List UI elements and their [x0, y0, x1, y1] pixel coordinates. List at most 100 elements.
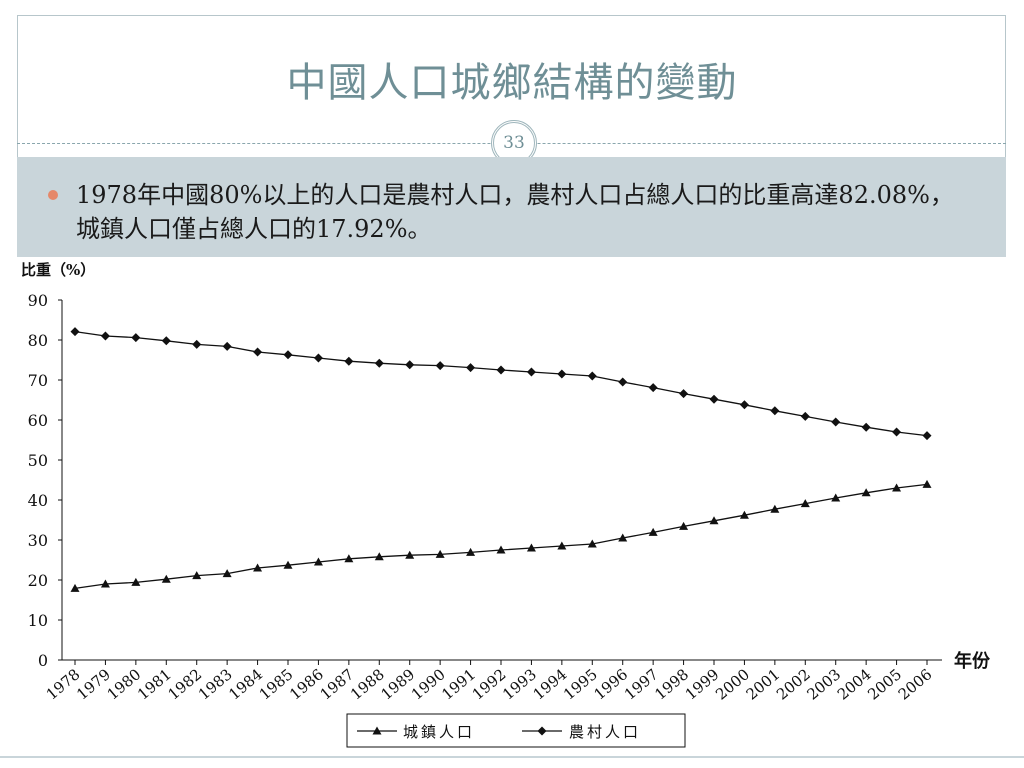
series-line-1: [74, 483, 928, 590]
data-point-triangle: [587, 539, 597, 548]
data-point-triangle: [739, 510, 749, 519]
y-tick-label: 50: [28, 451, 48, 470]
data-point-diamond: [253, 347, 263, 357]
x-tick-label: 1986: [286, 665, 327, 703]
data-point-diamond: [861, 422, 871, 432]
data-point-diamond: [800, 411, 810, 421]
data-point-triangle: [709, 516, 719, 525]
data-point-triangle: [861, 488, 871, 497]
data-point-triangle: [679, 521, 689, 530]
data-point-diamond: [618, 377, 628, 387]
x-tick-label: 1983: [195, 665, 236, 703]
data-point-diamond: [70, 327, 80, 337]
y-tick-label: 10: [28, 611, 48, 630]
data-point-diamond: [405, 360, 415, 370]
y-tick-label: 90: [28, 291, 48, 310]
data-point-diamond: [222, 341, 232, 351]
data-point-triangle: [131, 577, 141, 586]
data-point-diamond: [161, 336, 171, 346]
data-point-diamond: [131, 333, 141, 343]
data-point-diamond: [739, 400, 749, 410]
data-point-diamond: [587, 371, 597, 381]
x-tick-label: 1984: [225, 665, 266, 703]
data-point-triangle: [253, 563, 263, 572]
data-point-triangle: [344, 554, 354, 563]
y-tick-label: 20: [28, 571, 48, 590]
data-point-diamond: [679, 389, 689, 399]
data-point-triangle: [374, 552, 384, 561]
data-point-triangle: [648, 527, 658, 536]
bullet-band: [17, 157, 1006, 257]
y-tick-label: 30: [28, 531, 48, 550]
data-point-diamond: [100, 331, 110, 341]
data-point-triangle: [557, 541, 567, 550]
data-point-diamond: [831, 417, 841, 427]
y-tick-label: 0: [38, 651, 48, 670]
legend-label: 農村人口: [569, 723, 641, 741]
legend-marker-triangle: [372, 726, 382, 735]
data-point-diamond: [709, 394, 719, 404]
data-point-diamond: [192, 339, 202, 349]
x-tick-label: 1980: [104, 665, 145, 703]
data-point-triangle: [892, 483, 902, 492]
data-point-triangle: [192, 571, 202, 580]
x-tick-label: 2000: [712, 665, 753, 703]
data-point-triangle: [313, 557, 323, 566]
data-point-triangle: [922, 479, 932, 488]
y-tick-label: 60: [28, 411, 48, 430]
x-tick-label: 2002: [773, 665, 814, 703]
x-tick-label: 1991: [438, 665, 479, 703]
data-point-triangle: [222, 569, 232, 578]
x-tick-label: 1997: [621, 665, 662, 703]
x-tick-label: 1995: [560, 665, 601, 703]
x-tick-label: 1978: [43, 665, 84, 703]
data-point-diamond: [648, 383, 658, 393]
data-point-triangle: [435, 549, 445, 558]
data-point-diamond: [466, 363, 476, 373]
data-point-triangle: [770, 504, 780, 513]
data-point-diamond: [283, 350, 293, 360]
x-tick-label: 1990: [408, 665, 449, 703]
x-tick-label: 1996: [590, 665, 631, 703]
bullet-text: 1978年中國80%以上的人口是農村人口，農村人口占總人口的比重高達82.08%…: [76, 181, 954, 243]
y-axis-label: 比重（%）: [21, 261, 95, 279]
x-tick-label: 1993: [499, 665, 540, 703]
data-point-triangle: [496, 545, 506, 554]
data-point-triangle: [831, 493, 841, 502]
x-ticks: 1978197919801981198219831984198519861987…: [43, 660, 936, 704]
data-point-triangle: [618, 533, 628, 542]
data-point-diamond: [922, 431, 932, 441]
data-point-triangle: [405, 550, 415, 559]
data-point-diamond: [526, 367, 536, 377]
data-point-diamond: [496, 365, 506, 375]
x-axis-label: 年份: [954, 650, 991, 672]
x-tick-label: 1981: [134, 665, 175, 703]
chart-axes: 比重（%） 年份: [21, 261, 991, 672]
x-tick-label: 1992: [469, 665, 510, 703]
x-tick-label: 1982: [164, 665, 205, 703]
series-line-2: [74, 330, 928, 437]
y-tick-label: 70: [28, 371, 48, 390]
y-tick-label: 40: [28, 491, 48, 510]
line-chart: 比重（%） 年份 0 10 20 30 40 50 60 70 80 90 197819791980…: [21, 261, 991, 748]
x-tick-label: 2006: [895, 665, 936, 703]
data-point-diamond: [344, 356, 354, 366]
x-tick-label: 1999: [682, 665, 723, 703]
data-point-triangle: [283, 560, 293, 569]
data-point-diamond: [770, 406, 780, 416]
x-tick-label: 1985: [256, 665, 297, 703]
legend-box: [346, 713, 686, 748]
data-point-triangle: [800, 499, 810, 508]
x-tick-label: 1994: [530, 665, 571, 703]
x-tick-label: 1989: [377, 665, 418, 703]
x-tick-label: 2004: [834, 665, 875, 703]
data-point-triangle: [100, 579, 110, 588]
data-point-diamond: [557, 369, 567, 379]
legend-marker-diamond: [537, 726, 547, 736]
chart-area: 比重（%） 年份 0 10 20 30 40 50 60 70 80 90 1978 1979 1980…: [17, 257, 1006, 755]
y-ticks: 0 10 20 30 40 50 60 70 80 90: [28, 291, 62, 670]
legend-label: 城鎮人口: [403, 723, 475, 741]
x-tick-label: 1987: [317, 665, 358, 703]
data-point-diamond: [374, 358, 384, 368]
series-group: [70, 327, 932, 592]
